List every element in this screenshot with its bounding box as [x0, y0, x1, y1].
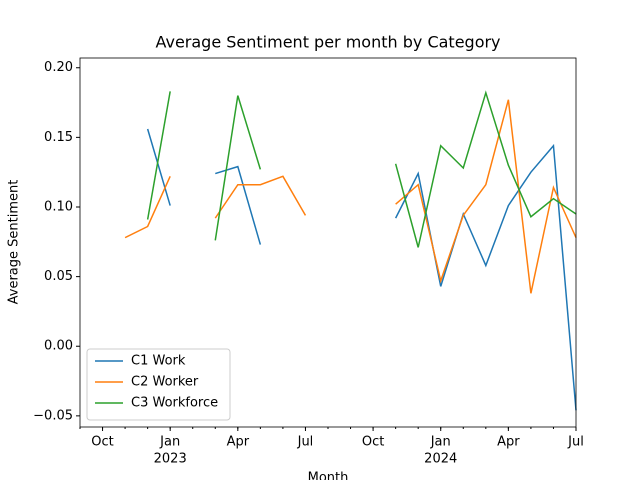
- series-line: [394, 90, 577, 248]
- x-axis-label: Month: [308, 471, 349, 480]
- x-tick-label: Jan: [159, 435, 180, 450]
- y-tick-label: 0.20: [44, 60, 73, 75]
- x-tick-label: Jan: [430, 435, 451, 450]
- y-tick-label: −0.05: [33, 408, 73, 423]
- x-tick-label: Oct: [91, 435, 113, 450]
- y-tick-label: 0.05: [44, 269, 73, 284]
- legend-label: C2 Worker: [131, 375, 199, 390]
- x-tick-year: 2023: [154, 452, 187, 467]
- y-axis-label: Average Sentiment: [7, 180, 22, 305]
- plot-frame: [79, 57, 577, 428]
- x-tick-label: Oct: [362, 435, 384, 450]
- series-line: [214, 95, 262, 241]
- x-tick-label: Jul: [567, 435, 584, 450]
- series-line: [146, 91, 171, 220]
- series-line: [146, 128, 171, 206]
- y-tick-label: 0.00: [44, 339, 73, 354]
- series-line: [124, 176, 171, 239]
- x-tick-year: 2024: [424, 452, 457, 467]
- x-tick-label: Apr: [227, 435, 250, 450]
- series-line: [214, 175, 307, 219]
- series-line: [215, 165, 262, 245]
- x-tick-label: Apr: [497, 435, 520, 450]
- x-tick-label: Jul: [297, 435, 314, 450]
- y-tick-label: 0.10: [44, 199, 73, 214]
- chart-title: Average Sentiment per month by Category: [155, 33, 500, 52]
- legend-label: C3 Workforce: [131, 396, 218, 411]
- legend-label: C1 Work: [131, 354, 186, 369]
- y-tick-label: 0.15: [44, 130, 73, 145]
